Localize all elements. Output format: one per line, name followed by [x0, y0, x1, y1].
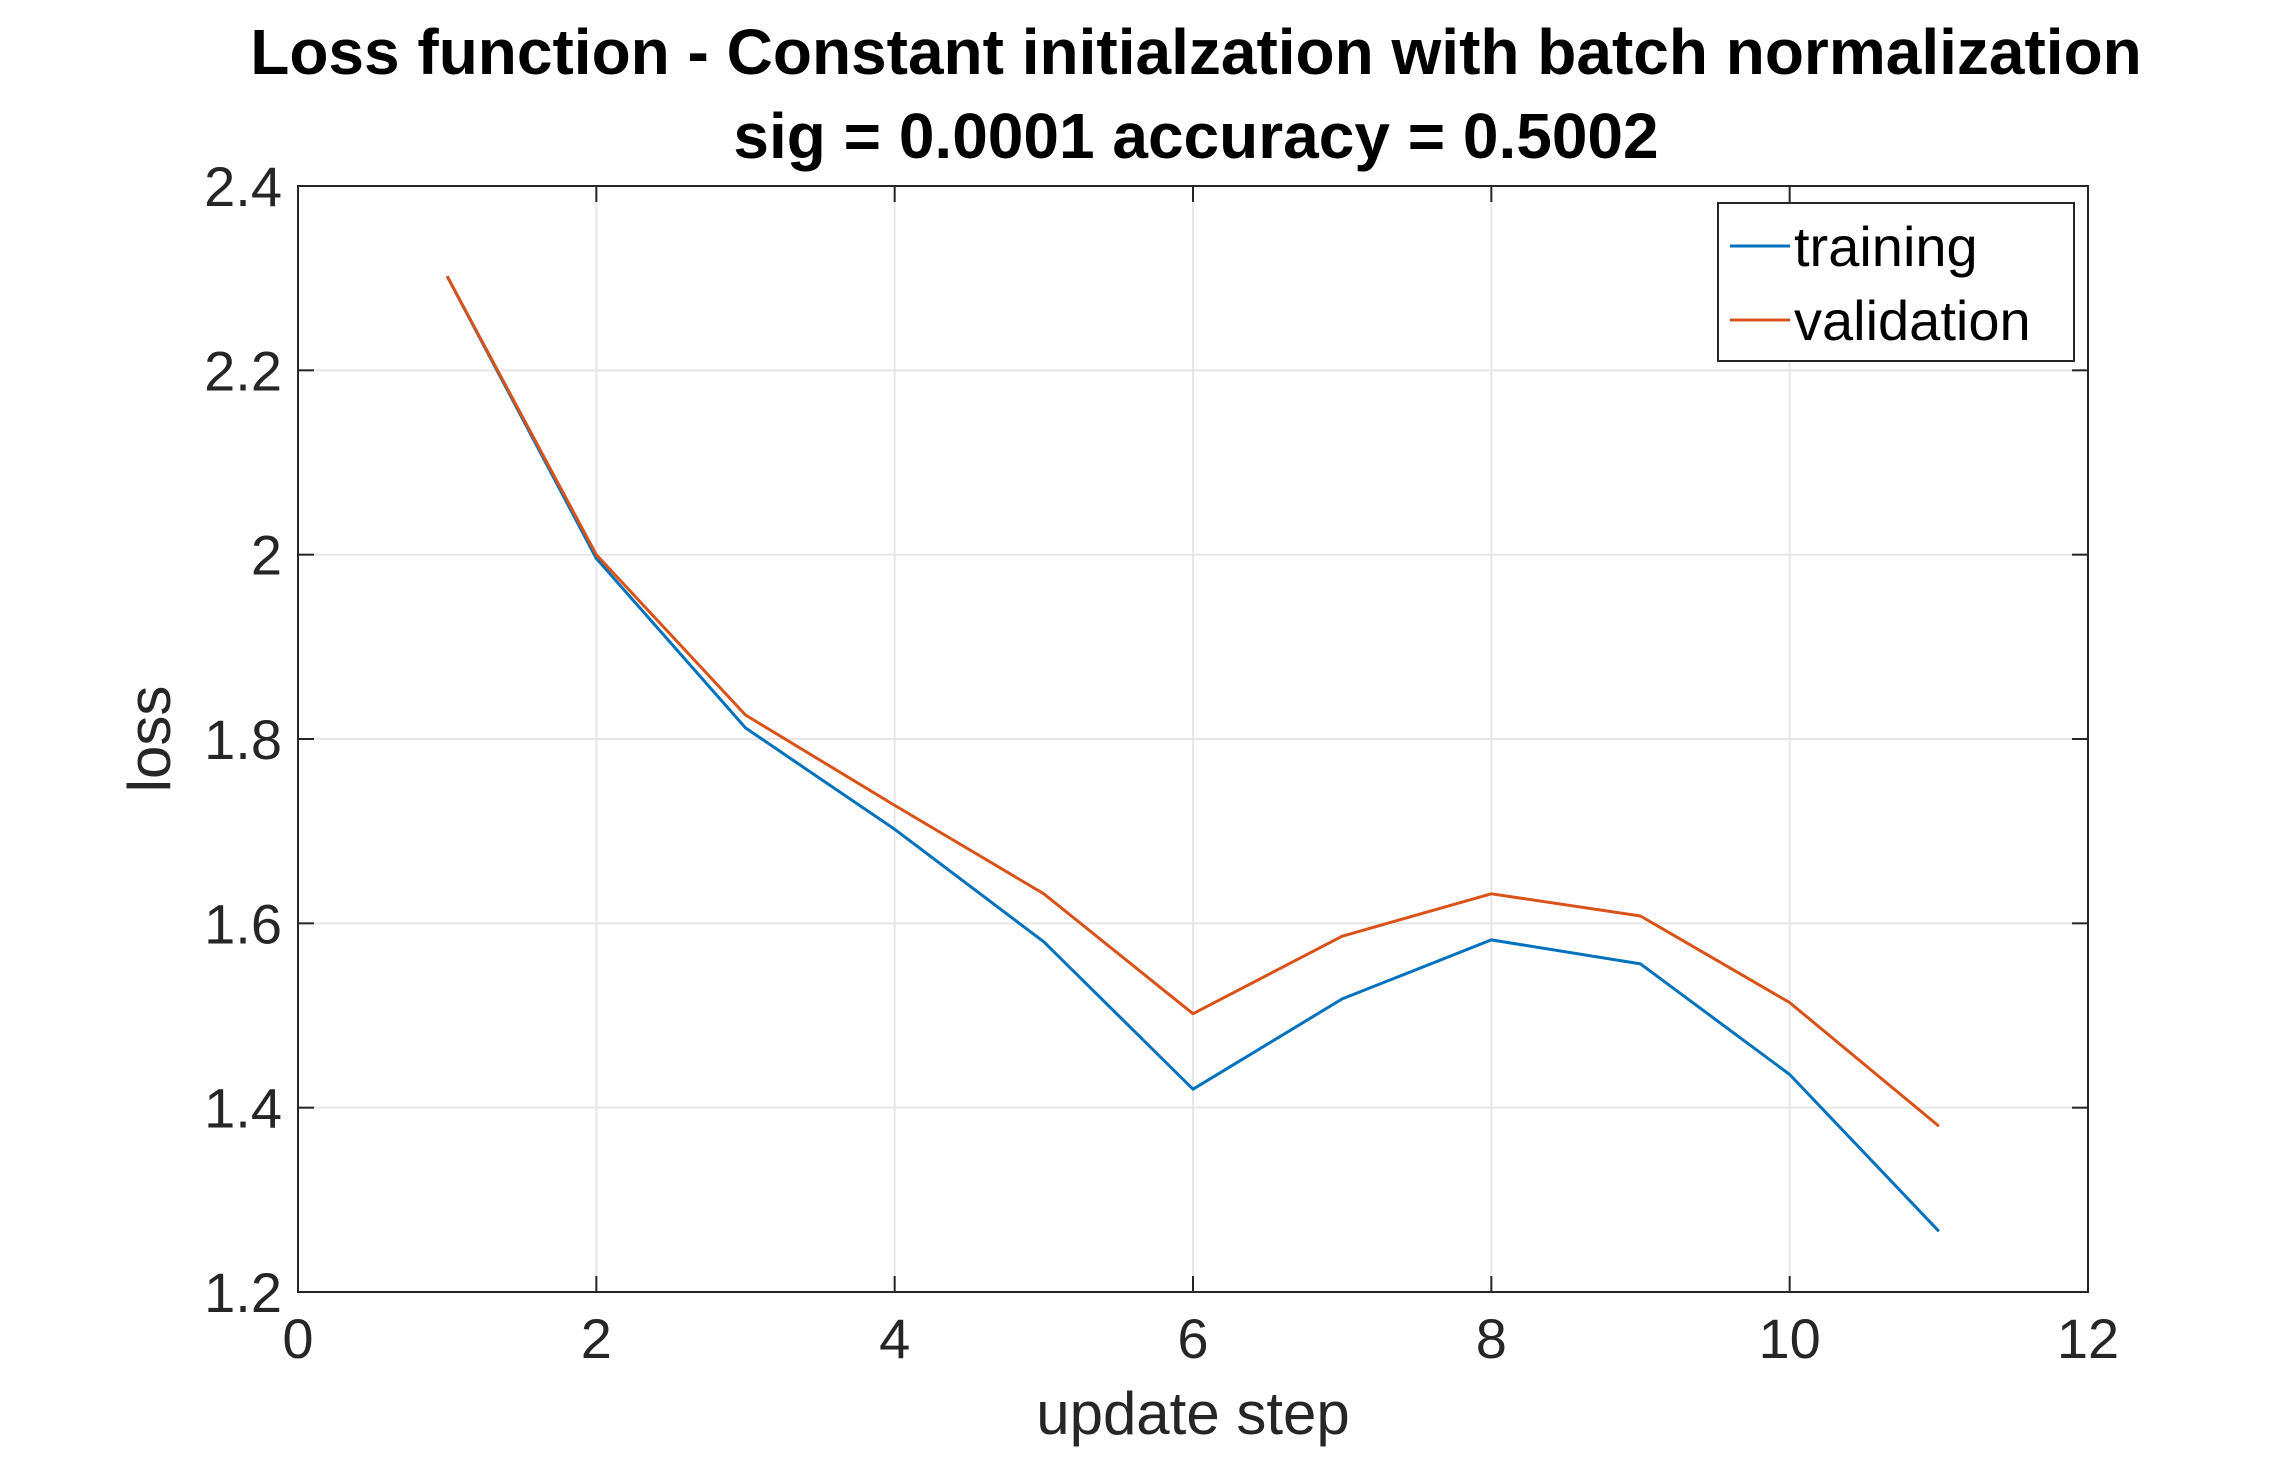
y-tick-label: 1.4 [204, 1077, 282, 1140]
y-tick-label: 2.2 [204, 339, 282, 402]
x-tick-label: 4 [879, 1307, 910, 1370]
data-point-training [745, 727, 746, 729]
data-point-training [1640, 963, 1641, 965]
data-point-validation [595, 554, 597, 556]
data-point-training [1043, 941, 1045, 943]
y-tick-label: 2 [251, 524, 282, 587]
data-point-validation [1640, 915, 1641, 917]
y-tick-labels: 1.2 1.4 1.6 1.8 2 2.2 2.4 [204, 155, 282, 1324]
data-point-validation [1938, 1125, 1940, 1127]
data-point-validation [894, 804, 896, 806]
legend-label-validation: validation [1794, 289, 2031, 352]
data-point-validation [1192, 1013, 1194, 1015]
data-point-validation [1043, 893, 1045, 895]
y-tick-label: 1.6 [204, 892, 282, 955]
x-tick-label: 8 [1476, 1307, 1507, 1370]
x-tick-label: 12 [2057, 1307, 2119, 1370]
y-tick-label: 1.8 [204, 708, 282, 771]
data-point-training [595, 557, 597, 559]
data-point-training [894, 828, 896, 830]
chart-subtitle: sig = 0.0001 accuracy = 0.5002 [733, 100, 1658, 172]
axes-box [297, 185, 2089, 1293]
x-tick-labels: 0 2 4 6 8 10 12 [282, 1307, 2119, 1370]
x-tick-label: 6 [1177, 1307, 1208, 1370]
data-point-validation [446, 275, 448, 277]
data-point-training [1490, 939, 1492, 941]
series-layer [445, 275, 1940, 1233]
y-tick-label: 1.2 [204, 1261, 282, 1324]
axes-layer [297, 185, 2089, 1293]
y-tick-label: 2.4 [204, 155, 282, 218]
legend-box [1717, 202, 2075, 362]
data-point-validation [1341, 935, 1343, 937]
legend-label-training: training [1794, 215, 1978, 278]
x-tick-label: 10 [1759, 1307, 1821, 1370]
x-tick-label: 0 [282, 1307, 313, 1370]
data-point-training [1938, 1230, 1940, 1232]
data-point-training [1789, 1073, 1791, 1075]
data-point-validation [1789, 1002, 1791, 1004]
chart-title: Loss function - Constant initialzation w… [250, 16, 2142, 88]
data-point-training [1192, 1088, 1194, 1090]
y-axis-label: loss [116, 686, 183, 793]
data-point-validation [1490, 893, 1492, 895]
data-point-validation [745, 714, 746, 716]
data-point-training [1341, 998, 1343, 1000]
x-axis-label: update step [1036, 1380, 1350, 1447]
legend: training validation [1717, 202, 2075, 362]
x-tick-label: 2 [581, 1307, 612, 1370]
